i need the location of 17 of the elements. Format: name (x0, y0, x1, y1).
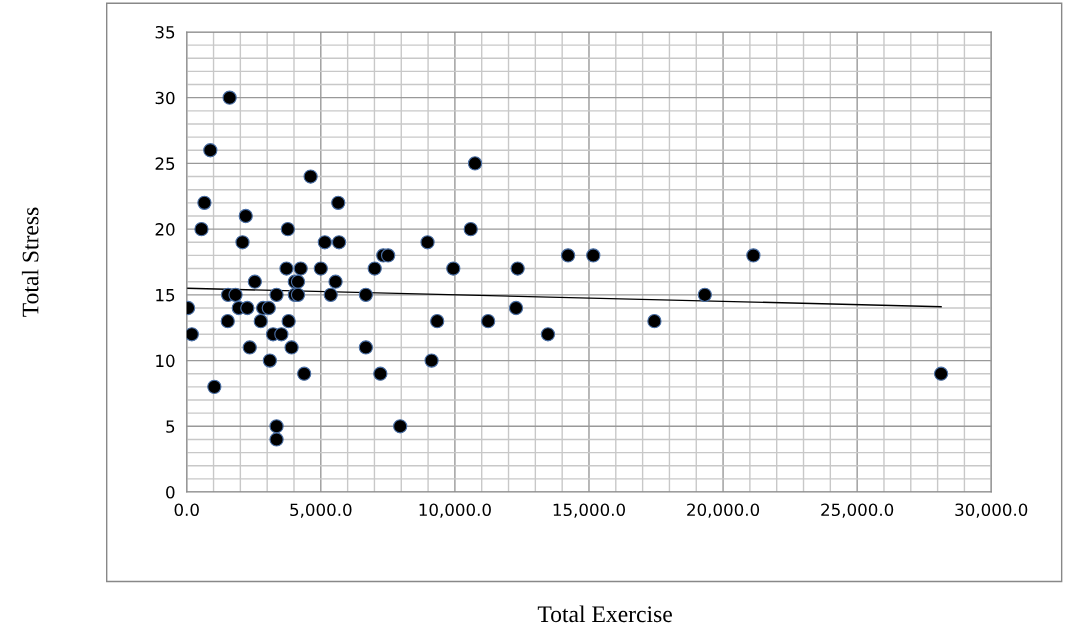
y-tick-label: 20 (155, 223, 175, 236)
y-tick-label: 35 (155, 25, 175, 39)
y-tick-label: 5 (166, 420, 175, 433)
y-tick-label: 10 (156, 354, 175, 368)
y-tick-label: 25 (155, 157, 175, 170)
x-tick-label: 25,000.0 (821, 503, 894, 518)
y-tick-label: 0 (166, 485, 175, 499)
y-tick-label: 30 (155, 91, 175, 105)
x-tick-label: 30,000.0 (955, 503, 1028, 518)
x-axis-title: Total Exercise (537, 605, 672, 623)
y-axis-title: Total Stress (21, 207, 39, 317)
y-tick-label: 15 (156, 289, 175, 302)
x-tick-label: 10,000.0 (419, 503, 491, 518)
x-tick-label: 15,000.0 (553, 503, 625, 518)
x-tick-label: 0.0 (174, 503, 199, 517)
x-tick-label: 20,000.0 (687, 503, 760, 518)
x-tick-label: 5,000.0 (290, 503, 352, 518)
